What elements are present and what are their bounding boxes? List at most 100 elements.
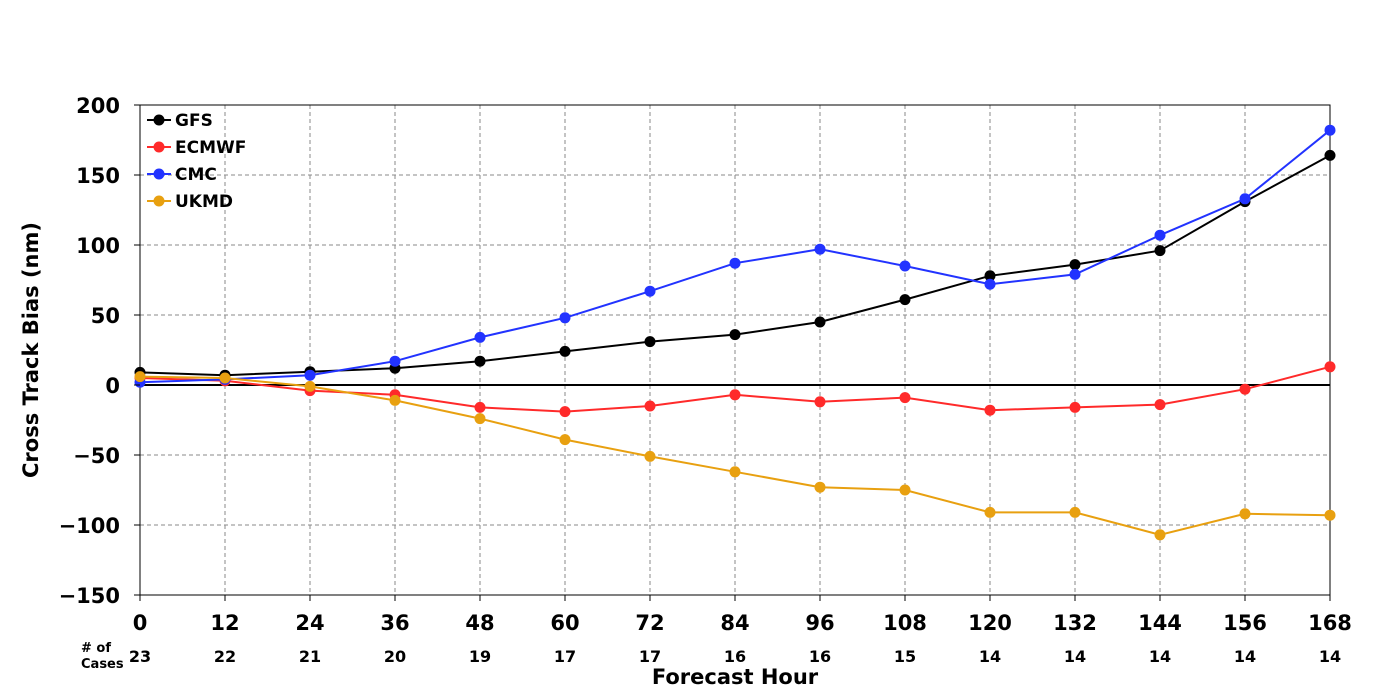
data-point-ecmwf <box>644 400 656 412</box>
data-point-cmc <box>1324 124 1336 136</box>
data-point-cmc <box>984 278 996 290</box>
data-point-cmc <box>1154 229 1166 241</box>
case-count: 17 <box>639 647 661 666</box>
data-point-ecmwf <box>559 406 571 418</box>
x-tick-label: 120 <box>968 611 1012 635</box>
data-point-ecmwf <box>1154 399 1166 411</box>
x-tick-label: 36 <box>380 611 409 635</box>
x-tick-label: 12 <box>210 611 239 635</box>
data-point-ecmwf <box>1324 361 1336 373</box>
data-point-cmc <box>899 260 911 272</box>
data-point-cmc <box>1239 193 1251 205</box>
cases-label: # of <box>81 641 111 656</box>
case-count: 15 <box>894 647 916 666</box>
cases-label-line2: Cases <box>81 657 124 672</box>
data-point-gfs <box>559 345 571 357</box>
data-point-ecmwf <box>729 389 741 401</box>
legend-label: CMC <box>175 165 217 185</box>
data-point-cmc <box>729 257 741 269</box>
series-ukmd <box>134 371 1336 541</box>
data-point-gfs <box>899 294 911 306</box>
data-point-ukmd <box>1324 509 1336 521</box>
case-count: 21 <box>299 647 321 666</box>
data-point-cmc <box>644 285 656 297</box>
data-point-ukmd <box>984 506 996 518</box>
data-point-gfs <box>644 336 656 348</box>
x-tick-label: 60 <box>550 611 579 635</box>
y-tick-label: 0 <box>105 374 120 398</box>
legend-entry-cmc: CMC <box>147 165 217 185</box>
data-point-ecmwf <box>899 392 911 404</box>
data-point-gfs <box>814 316 826 328</box>
case-count: 17 <box>554 647 576 666</box>
data-point-gfs <box>474 355 486 367</box>
data-point-ukmd <box>474 413 486 425</box>
data-point-ecmwf <box>1239 383 1251 395</box>
x-tick-label: 24 <box>295 611 324 635</box>
x-tick-label: 84 <box>720 611 749 635</box>
y-tick-label: 50 <box>91 304 120 328</box>
data-point-ecmwf <box>474 401 486 413</box>
data-point-ukmd <box>644 450 656 462</box>
y-tick-label: 200 <box>76 94 120 118</box>
data-point-cmc <box>1069 268 1081 280</box>
x-tick-label: 144 <box>1138 611 1182 635</box>
data-point-cmc <box>474 331 486 343</box>
legend-swatch-marker <box>153 141 165 153</box>
case-count: 19 <box>469 647 491 666</box>
series-cmc <box>134 124 1336 388</box>
y-tick-label: 100 <box>76 234 120 258</box>
data-point-gfs <box>729 329 741 341</box>
legend-entry-ecmwf: ECMWF <box>147 138 246 158</box>
case-count: 23 <box>129 647 151 666</box>
cases-row: 23 22 21 20 19 17 17 16 16 15 14 14 14 14 14 <box>129 647 1341 666</box>
case-count: 16 <box>809 647 831 666</box>
x-tick-label: 96 <box>805 611 834 635</box>
legend-swatch-marker <box>153 195 165 207</box>
x-tick-label: 0 <box>133 611 148 635</box>
y-tick-label: −150 <box>59 584 120 608</box>
data-point-ukmd <box>729 466 741 478</box>
data-point-gfs <box>984 270 996 282</box>
x-tick-label: 132 <box>1053 611 1097 635</box>
x-tick-label: 108 <box>883 611 927 635</box>
data-point-gfs <box>1154 245 1166 257</box>
grid-lines <box>139 104 1331 596</box>
data-point-ukmd <box>219 372 231 384</box>
x-tick-label: 72 <box>635 611 664 635</box>
x-tick-label: 168 <box>1308 611 1352 635</box>
y-tick-label: 150 <box>76 164 120 188</box>
data-point-ukmd <box>899 484 911 496</box>
data-point-ukmd <box>1069 506 1081 518</box>
x-tick-label: 48 <box>465 611 494 635</box>
legend-swatch-marker <box>153 168 165 180</box>
x-axis-label: Forecast Hour <box>652 665 819 689</box>
legend: GFS ECMWF CMC UKMD <box>147 111 246 212</box>
data-point-ukmd <box>814 481 826 493</box>
y-tick-labels: −150 −100 −50 0 50 100 150 200 <box>59 94 140 608</box>
case-count: 20 <box>384 647 406 666</box>
data-point-cmc <box>304 369 316 381</box>
y-tick-label: −50 <box>73 444 120 468</box>
legend-label: UKMD <box>175 192 233 212</box>
data-point-gfs <box>1069 259 1081 271</box>
data-point-gfs <box>1324 149 1336 161</box>
y-axis-label: Cross Track Bias (nm) <box>19 222 43 478</box>
data-point-ukmd <box>1154 529 1166 541</box>
data-point-cmc <box>814 243 826 255</box>
data-point-ecmwf <box>984 404 996 416</box>
legend-label: ECMWF <box>175 138 246 158</box>
data-point-ukmd <box>389 394 401 406</box>
x-tick-label: 156 <box>1223 611 1267 635</box>
y-tick-label: −100 <box>59 514 120 538</box>
data-point-ecmwf <box>814 396 826 408</box>
data-point-ukmd <box>304 380 316 392</box>
case-count: 22 <box>214 647 236 666</box>
legend-entry-ukmd: UKMD <box>147 192 233 212</box>
x-tick-labels: 0 12 24 36 48 60 72 84 96 108 120 132 144 156 168 <box>133 595 1352 635</box>
data-point-cmc <box>559 312 571 324</box>
data-point-cmc <box>389 355 401 367</box>
case-count: 14 <box>1064 647 1086 666</box>
case-count: 14 <box>1234 647 1256 666</box>
